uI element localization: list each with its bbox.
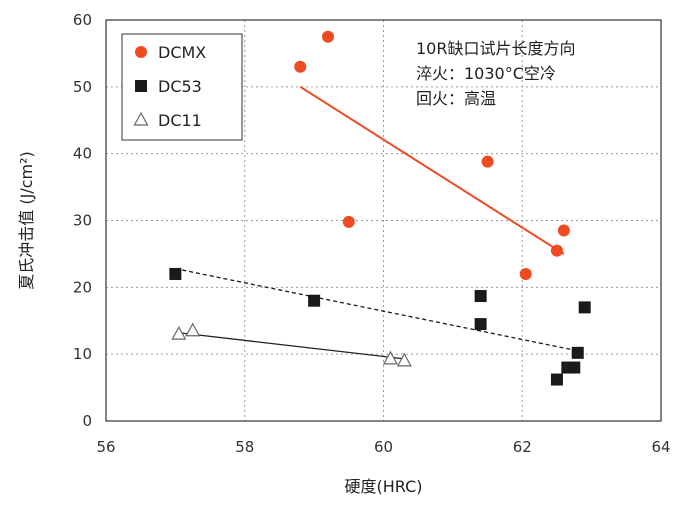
- x-tick-label: 64: [651, 438, 670, 456]
- legend: DCMX DC53 DC11: [121, 33, 243, 141]
- grid: [106, 20, 661, 421]
- point-dc53: [578, 301, 591, 314]
- point-dc11: [171, 325, 187, 340]
- point-dcmx: [550, 244, 563, 257]
- annotation: 10R缺口试片长度方向 淬火：1030°C空冷 回火：高温: [416, 39, 575, 108]
- point-dc53: [308, 294, 321, 307]
- legend-label-dcmx: DCMX: [158, 43, 206, 62]
- point-dc53: [474, 318, 487, 331]
- y-tick-label: 10: [73, 345, 92, 363]
- x-tick-label: 60: [374, 438, 393, 456]
- annotation-line-2: 淬火：1030°C空冷: [416, 64, 556, 83]
- x-tick-label: 58: [235, 438, 254, 456]
- plot-frame: [105, 19, 662, 422]
- trend-line-dcmx: [299, 85, 565, 255]
- data-points: [169, 30, 591, 386]
- point-dcmx: [557, 224, 570, 237]
- point-dcmx: [519, 267, 532, 280]
- annotation-line-3: 回火：高温: [416, 89, 496, 108]
- x-axis-label: 硬度(HRC): [344, 477, 422, 496]
- point-dc53: [568, 361, 581, 374]
- point-dc11: [185, 322, 201, 337]
- legend-marker-dc11: [133, 111, 149, 126]
- y-tick-label: 0: [82, 412, 92, 430]
- annotation-line-1: 10R缺口试片长度方向: [416, 39, 575, 58]
- legend-label-dc11: DC11: [158, 111, 202, 130]
- point-dcmx: [342, 215, 355, 228]
- y-tick-label: 40: [73, 145, 92, 163]
- legend-marker-dcmx: [135, 46, 147, 58]
- point-dc53: [169, 267, 182, 280]
- tick-labels: 56 58 60 62 64 0 10 20 30 40 50 60: [73, 11, 671, 456]
- legend-marker-dc53: [135, 80, 147, 92]
- point-dc11: [396, 352, 412, 367]
- point-dcmx: [481, 155, 494, 168]
- trend-line-dc53: [175, 267, 578, 352]
- point-dc53: [474, 290, 487, 303]
- point-dc11: [382, 350, 398, 365]
- legend-label-dc53: DC53: [158, 77, 202, 96]
- y-tick-label: 30: [73, 212, 92, 230]
- x-tick-label: 56: [96, 438, 115, 456]
- point-dc53: [550, 373, 563, 386]
- y-tick-label: 20: [73, 278, 92, 296]
- trend-line-dc11: [178, 332, 405, 360]
- y-tick-label: 60: [73, 11, 92, 29]
- point-dc53: [571, 346, 584, 359]
- x-tick-label: 62: [513, 438, 532, 456]
- y-tick-label: 50: [73, 78, 92, 96]
- point-dcmx: [294, 60, 307, 73]
- point-dcmx: [322, 30, 334, 43]
- y-axis-label: 夏氏冲击值 (J/cm²): [17, 151, 36, 289]
- trend-lines: [175, 85, 578, 360]
